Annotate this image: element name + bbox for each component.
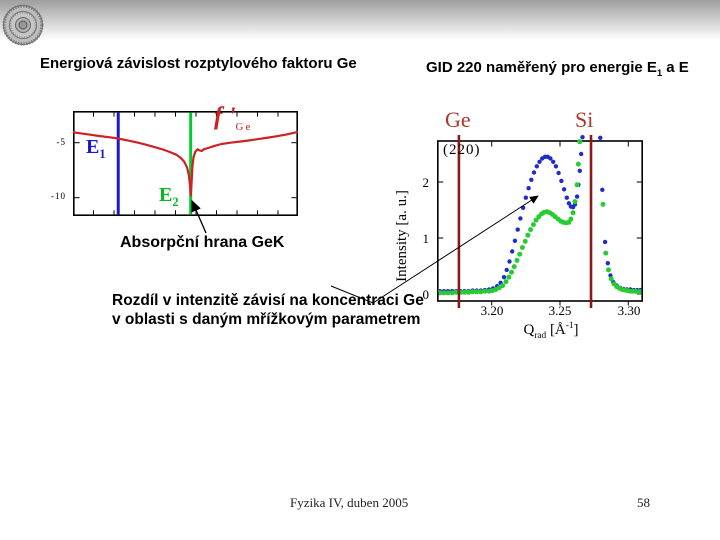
e2-energy-label: E2 [159,184,179,210]
slide-title-right-subscript: 1 [656,68,663,78]
fprime-ytick-minus5: -5 [56,137,66,147]
gid-xtick-3.25: 3.25 [548,303,572,318]
fprime-subscript: Ge [235,121,253,133]
intensity-note-line2: v oblasti s daným mřížkovým parametrem [112,311,421,328]
gid-x-axis-label: Qrad [Å-1] [506,321,596,341]
e1-subscript: 1 [99,147,106,161]
slide-title-left: Energiová závislost rozptylového faktoru… [40,55,357,72]
header-gradient [0,0,720,46]
gid-ytick-1: 1 [422,231,430,246]
gid-xtick-3.30: 3.30 [617,303,641,318]
gid-chart [437,135,643,308]
q-unit-pre: [Å [546,322,566,338]
slide-title-right: GID 220 naměřený pro energie E1 a E [426,59,720,78]
e2-subscript: 2 [172,195,179,209]
fprime-base: f ' [214,103,236,130]
university-seal-logo [2,4,44,46]
q-subscript: rad [534,331,547,341]
q-base: Q [523,322,535,338]
e1-base: E [86,136,100,158]
fprime-chart [73,111,298,216]
reflection-220-label: (220) [443,142,481,158]
q-unit-post: ] [573,322,579,338]
fprime-curve-label: f 'Ge [214,103,252,133]
q-superscript: -1 [565,321,574,331]
page-number: 58 [637,495,650,510]
intensity-note-line1: Rozdíl v intenzitě závisí na koncentraci… [112,292,424,309]
gid-ytick-2: 2 [422,175,430,190]
e1-energy-label: E1 [86,136,106,162]
footer-text: Fyzika IV, duben 2005 [290,495,409,510]
ge-peak-label: Ge [445,107,471,132]
e2-base: E [159,184,173,206]
gid-xtick-3.20: 3.20 [480,303,504,318]
absorption-edge-label: Absorpční hrana GeK [120,234,285,251]
slide-title-right-text: GID 220 naměřený pro energie E [426,59,657,76]
si-peak-label: Si [575,107,594,132]
fprime-ytick-minus10: -10 [51,191,66,201]
intensity-note: Rozdíl v intenzitě závisí na koncentraci… [112,291,424,329]
slide-title-right-tail: a E [662,59,689,76]
